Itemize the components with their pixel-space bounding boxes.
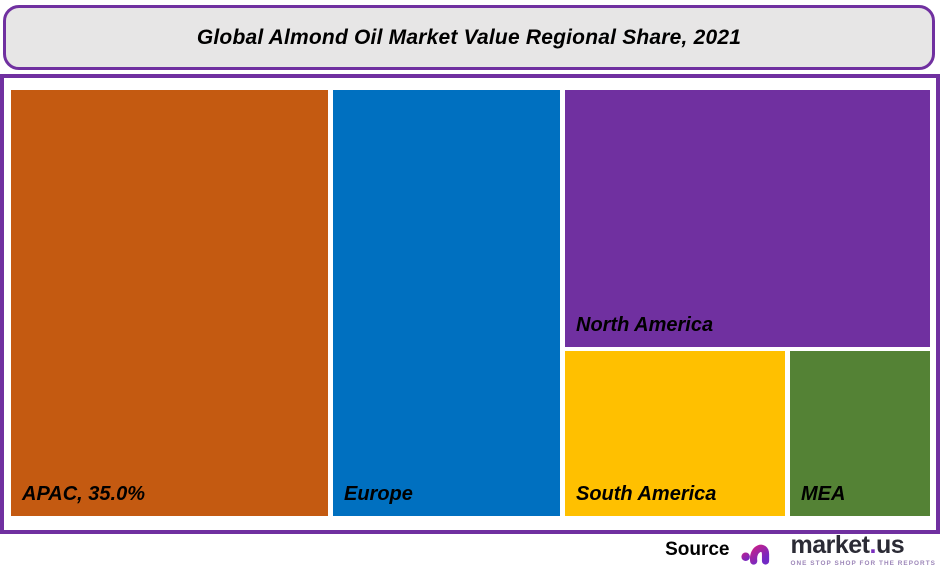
treemap-tile-south-america: South America [565, 351, 785, 516]
treemap-tile-apac: APAC, 35.0% [11, 90, 328, 516]
wordmark-dot: . [869, 531, 876, 559]
market-us-tagline: ONE STOP SHOP FOR THE REPORTS [790, 560, 936, 567]
source-label: Source [665, 539, 730, 560]
market-us-logo: market.us ONE STOP SHOP FOR THE REPORTS [741, 531, 936, 569]
market-us-wordmark: market.us [790, 533, 904, 558]
market-us-wave-icon [741, 535, 786, 565]
treemap-tile-label-mea: MEA [801, 483, 846, 505]
treemap-tile-label-europe: Europe [344, 483, 413, 505]
treemap-tile-mea: MEA [790, 351, 930, 516]
market-us-logo-text: market.us ONE STOP SHOP FOR THE REPORTS [790, 533, 936, 568]
treemap-tile-label-north-america: North America [576, 314, 714, 336]
treemap-tile-north-america: North America [565, 90, 930, 347]
chart-title: Global Almond Oil Market Value Regional … [196, 25, 742, 49]
chart-title-banner: Global Almond Oil Market Value Regional … [3, 5, 935, 70]
wordmark-us: us [875, 531, 905, 559]
source-row: Source market.us ONE STOP SHOP FOR THE R… [665, 529, 936, 571]
treemap-tile-label-apac: APAC, 35.0% [22, 483, 146, 505]
treemap-tile-europe: Europe [333, 90, 560, 516]
wordmark-market: market [790, 531, 870, 559]
treemap-tile-label-south-america: South America [576, 483, 717, 505]
